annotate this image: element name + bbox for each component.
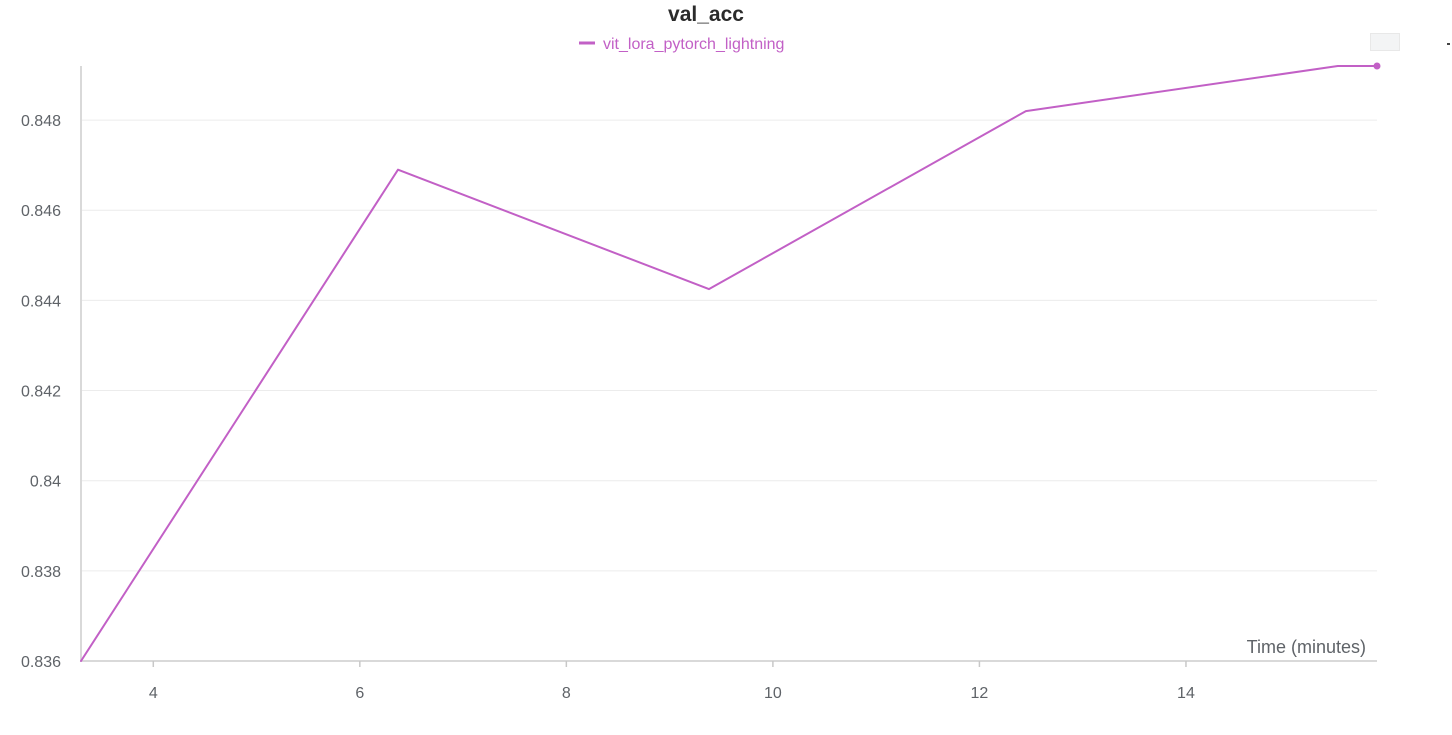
edge-mark	[1447, 43, 1450, 45]
y-tick-label: 0.836	[21, 654, 61, 671]
x-tick-label: 4	[149, 685, 158, 702]
y-tick-label: 0.842	[21, 384, 61, 401]
panel-menu-button[interactable]	[1370, 33, 1400, 51]
x-tick-label: 8	[562, 685, 571, 702]
legend-label: vit_lora_pytorch_lightning	[603, 36, 784, 53]
series-line	[80, 65, 1378, 662]
axes-layer	[80, 66, 1377, 667]
y-tick-label: 0.838	[21, 564, 61, 581]
text-layer: val_acc vit_lora_pytorch_lightning Time …	[21, 3, 1366, 702]
x-tick-label: 6	[355, 685, 364, 702]
series-layer	[80, 62, 1381, 662]
y-tick-label: 0.848	[21, 113, 61, 130]
y-tick-label: 0.84	[30, 474, 61, 491]
x-tick-label: 10	[764, 685, 782, 702]
x-axis-label: Time (minutes)	[1247, 637, 1366, 657]
series-endpoint	[1373, 62, 1381, 70]
y-tick-label: 0.846	[21, 203, 61, 220]
chart-title: val_acc	[668, 3, 744, 26]
x-tick-label: 12	[971, 685, 989, 702]
legend[interactable]: vit_lora_pytorch_lightning	[579, 36, 784, 53]
grid-layer	[81, 119, 1377, 572]
y-tick-label: 0.844	[21, 293, 61, 310]
x-tick-label: 14	[1177, 685, 1195, 702]
